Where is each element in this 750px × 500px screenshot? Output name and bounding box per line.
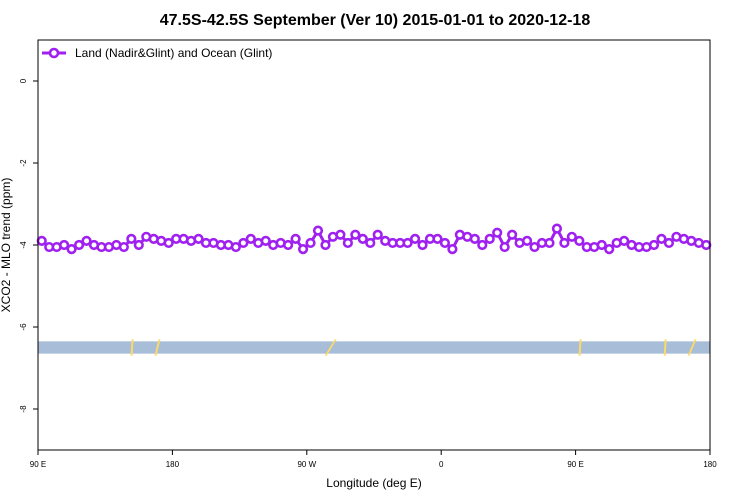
data-point bbox=[350, 229, 361, 240]
data-point bbox=[66, 244, 77, 255]
plot-area bbox=[36, 223, 712, 255]
land-mark bbox=[663, 339, 667, 356]
x-tick-label: 90 E bbox=[567, 460, 583, 469]
data-point bbox=[469, 233, 480, 244]
data-point bbox=[320, 239, 331, 251]
data-point bbox=[59, 239, 70, 251]
data-point bbox=[544, 237, 555, 249]
data-point bbox=[648, 239, 660, 251]
data-point bbox=[596, 239, 607, 251]
land-mark bbox=[578, 339, 582, 356]
x-axis-label: Longitude (deg E) bbox=[326, 476, 421, 490]
data-point bbox=[492, 227, 503, 238]
data-point bbox=[312, 225, 324, 236]
data-point bbox=[81, 235, 92, 246]
data-point bbox=[566, 231, 577, 242]
data-point bbox=[432, 233, 443, 244]
data-point bbox=[409, 233, 421, 244]
x-tick-label: 180 bbox=[703, 460, 717, 469]
data-point bbox=[163, 237, 174, 249]
data-point bbox=[305, 237, 316, 249]
y-tick-label: -2 bbox=[19, 159, 28, 167]
y-axis-label: XCO2 - MLO trend (ppm) bbox=[0, 178, 13, 313]
data-point bbox=[365, 237, 376, 249]
data-point bbox=[283, 239, 294, 251]
data-point bbox=[559, 237, 570, 249]
data-point bbox=[521, 235, 533, 246]
data-point bbox=[245, 233, 256, 244]
data-point bbox=[238, 237, 249, 249]
data-point bbox=[372, 229, 383, 240]
land-mark bbox=[687, 339, 697, 356]
data-point bbox=[335, 229, 346, 240]
data-point bbox=[73, 239, 85, 251]
data-point bbox=[357, 233, 368, 244]
map-strip bbox=[38, 339, 710, 356]
data-point bbox=[604, 244, 615, 255]
data-point bbox=[484, 233, 495, 244]
data-point bbox=[574, 235, 585, 246]
data-point bbox=[133, 239, 144, 251]
y-tick-label: -4 bbox=[19, 241, 28, 249]
y-tick-label: -6 bbox=[19, 323, 28, 331]
data-point bbox=[260, 235, 271, 246]
x-tick-label: 90 E bbox=[30, 460, 46, 469]
y-tick-label: -8 bbox=[19, 405, 28, 413]
data-point bbox=[701, 239, 712, 251]
data-point bbox=[290, 233, 301, 244]
data-point bbox=[507, 229, 518, 240]
land-mark bbox=[130, 339, 134, 356]
legend-label: Land (Nadir&Glint) and Ocean (Glint) bbox=[75, 46, 272, 60]
y-axis: 0 -2 -4 -6 -8 bbox=[19, 78, 38, 413]
legend-marker bbox=[48, 47, 60, 59]
x-tick-label: 0 bbox=[439, 460, 444, 469]
x-tick-label: 180 bbox=[166, 460, 180, 469]
data-point bbox=[551, 223, 563, 234]
data-point bbox=[619, 235, 630, 246]
data-point bbox=[447, 244, 458, 255]
data-point bbox=[118, 241, 129, 253]
data-point bbox=[36, 235, 47, 246]
data-point bbox=[529, 241, 540, 253]
data-point bbox=[342, 237, 353, 249]
x-axis: 90 E 180 90 W 0 90 E 180 bbox=[30, 450, 717, 469]
data-point bbox=[417, 239, 428, 251]
data-point bbox=[439, 237, 451, 249]
data-point bbox=[656, 233, 667, 244]
land-mark bbox=[154, 339, 161, 356]
land-mark bbox=[324, 339, 337, 356]
chart-title: 47.5S-42.5S September (Ver 10) 2015-01-0… bbox=[160, 12, 591, 29]
x-tick-label: 90 W bbox=[297, 460, 316, 469]
data-point bbox=[663, 237, 675, 249]
data-point bbox=[297, 244, 309, 255]
ocean-strip bbox=[38, 341, 710, 354]
data-point bbox=[193, 233, 204, 244]
data-point bbox=[402, 237, 413, 249]
data-point bbox=[477, 239, 488, 251]
legend: Land (Nadir&Glint) and Ocean (Glint) bbox=[42, 46, 272, 60]
data-point bbox=[126, 233, 137, 244]
y-tick-label: 0 bbox=[19, 78, 28, 83]
data-point bbox=[230, 241, 241, 253]
data-point bbox=[499, 241, 510, 253]
